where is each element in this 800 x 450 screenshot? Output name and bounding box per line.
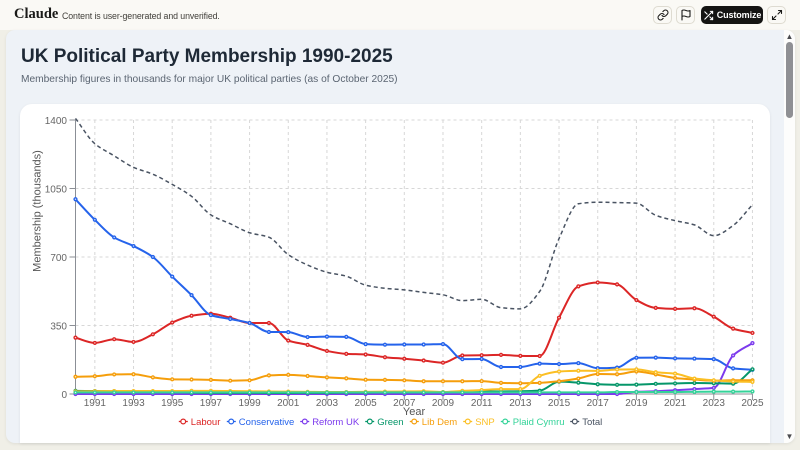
svg-text:350: 350 bbox=[50, 321, 67, 332]
svg-text:2009: 2009 bbox=[432, 398, 455, 409]
svg-text:700: 700 bbox=[50, 253, 67, 264]
svg-text:Labour: Labour bbox=[191, 417, 221, 428]
svg-text:2019: 2019 bbox=[625, 398, 648, 409]
svg-text:Total: Total bbox=[582, 417, 602, 428]
svg-text:Reform UK: Reform UK bbox=[312, 417, 360, 428]
svg-text:1993: 1993 bbox=[122, 398, 145, 409]
svg-text:Year: Year bbox=[403, 406, 426, 418]
svg-text:Conservative: Conservative bbox=[239, 417, 294, 428]
svg-text:Green: Green bbox=[377, 417, 403, 428]
svg-text:2011: 2011 bbox=[471, 398, 493, 409]
svg-text:1400: 1400 bbox=[45, 116, 68, 127]
svg-text:2021: 2021 bbox=[664, 398, 687, 409]
svg-text:2015: 2015 bbox=[548, 398, 571, 409]
svg-text:2003: 2003 bbox=[316, 398, 339, 409]
svg-text:Lib Dem: Lib Dem bbox=[422, 417, 457, 428]
svg-text:1050: 1050 bbox=[45, 184, 68, 195]
svg-text:0: 0 bbox=[61, 390, 67, 401]
svg-text:1995: 1995 bbox=[161, 398, 184, 409]
svg-text:2001: 2001 bbox=[277, 398, 300, 409]
svg-text:2005: 2005 bbox=[354, 398, 377, 409]
svg-text:2017: 2017 bbox=[587, 398, 610, 409]
svg-text:SNP: SNP bbox=[475, 417, 495, 428]
svg-text:1991: 1991 bbox=[84, 398, 107, 409]
svg-text:2025: 2025 bbox=[741, 398, 764, 409]
svg-text:Membership (thousands): Membership (thousands) bbox=[32, 150, 44, 272]
svg-text:2013: 2013 bbox=[509, 398, 532, 409]
svg-text:1999: 1999 bbox=[238, 398, 261, 409]
svg-text:2007: 2007 bbox=[393, 398, 416, 409]
svg-text:2023: 2023 bbox=[703, 398, 726, 409]
svg-text:1997: 1997 bbox=[200, 398, 223, 409]
svg-text:Plaid Cymru: Plaid Cymru bbox=[513, 417, 565, 428]
